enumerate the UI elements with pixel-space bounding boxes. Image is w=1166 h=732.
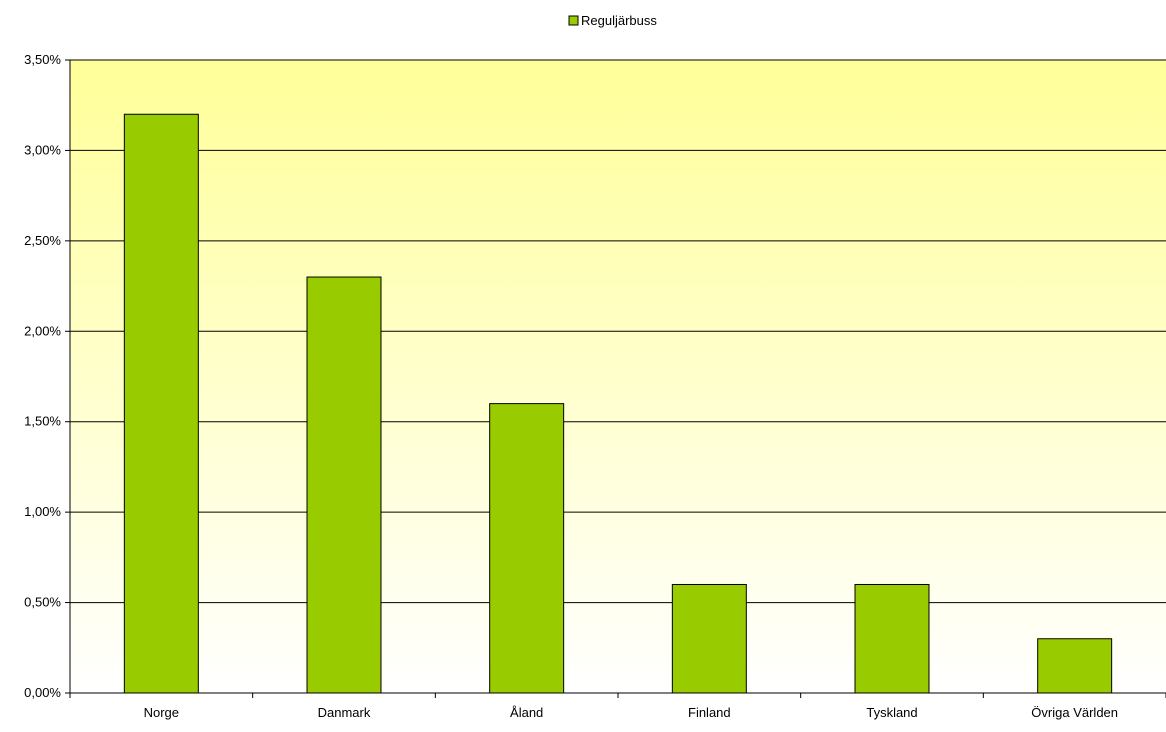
bar xyxy=(671,583,747,694)
x-tick-label: Övriga Världen xyxy=(1031,705,1118,720)
legend: Reguljärbuss xyxy=(568,13,657,28)
bar xyxy=(123,113,199,694)
plot-area xyxy=(70,60,1166,693)
bar xyxy=(1037,638,1113,694)
y-axis-tick-labels: 0,00% 0,50% 1,00% 1,50% 2,00% 2,50% 3,00% 3,50% xyxy=(24,52,61,700)
x-tick-label: Danmark xyxy=(318,705,371,720)
y-tick-label: 3,50% xyxy=(24,52,61,67)
bar xyxy=(489,403,565,694)
x-tick-label: Finland xyxy=(688,705,731,720)
x-tick-label: Åland xyxy=(510,705,543,720)
x-tick-label: Norge xyxy=(144,705,179,720)
x-axis-tick-labels: Norge Danmark Åland Finland Tyskland Övriga V… xyxy=(144,705,1118,720)
y-tick-label: 0,50% xyxy=(24,595,61,610)
y-tick-label: 1,50% xyxy=(24,414,61,429)
legend-label: Reguljärbuss xyxy=(581,13,657,28)
y-tick-label: 2,00% xyxy=(24,323,61,338)
axes xyxy=(65,59,1166,698)
bars xyxy=(123,113,1113,694)
y-tick-label: 3,00% xyxy=(24,142,61,157)
x-tick-label: Tyskland xyxy=(866,705,917,720)
bar xyxy=(306,276,382,694)
y-tick-label: 1,00% xyxy=(24,504,61,519)
legend-swatch xyxy=(568,15,579,26)
gridlines xyxy=(70,59,1166,604)
bar xyxy=(854,583,930,694)
y-tick-label: 0,00% xyxy=(24,685,61,700)
y-tick-label: 2,50% xyxy=(24,233,61,248)
